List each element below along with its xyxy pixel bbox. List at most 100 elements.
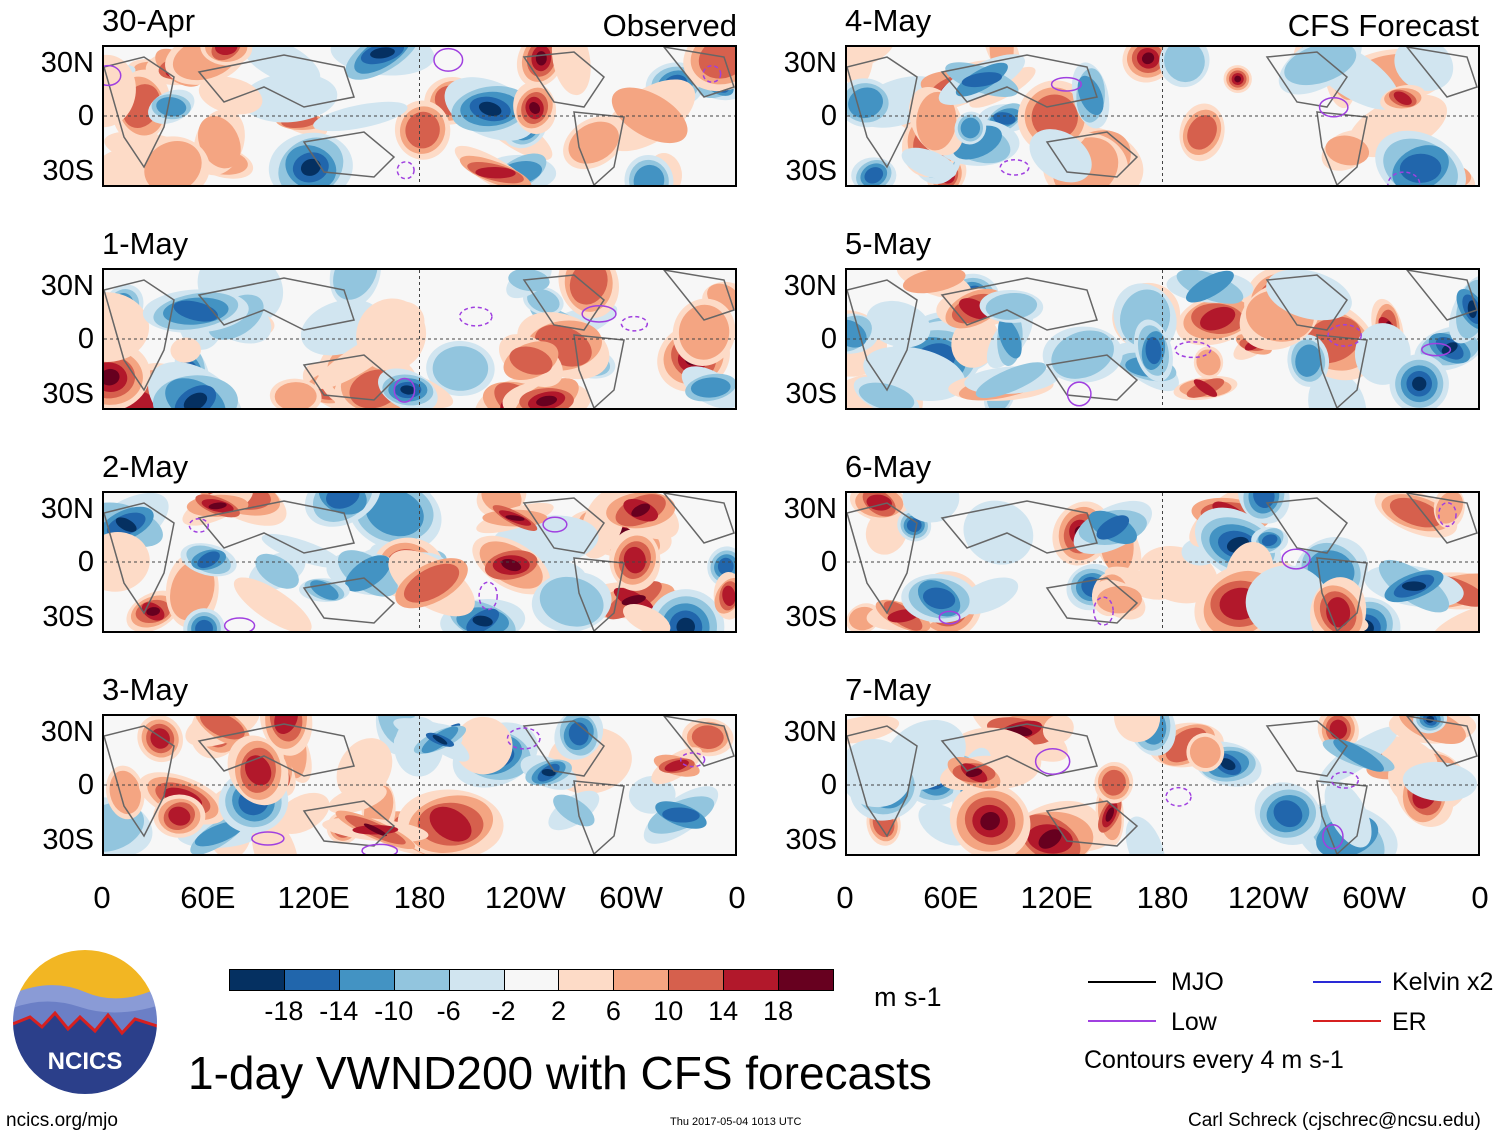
anomaly-blob <box>1431 603 1478 631</box>
anomaly-blob <box>536 395 558 407</box>
anomaly-blob <box>313 101 408 132</box>
wind-field <box>104 716 735 854</box>
anomaly-blob <box>1042 716 1074 744</box>
lon-tick-label: 60E <box>923 880 979 915</box>
anomaly-blob <box>963 500 1034 565</box>
coastline <box>1265 51 1348 108</box>
panel-title: 4-May <box>845 3 932 38</box>
low-contour <box>1318 97 1349 118</box>
panel-title: 1-May <box>102 226 189 261</box>
footer-url[interactable]: ncics.org/mjo <box>6 1110 118 1131</box>
anomaly-blob <box>146 607 161 616</box>
colorbar-swatch <box>778 969 834 991</box>
anomaly-blob <box>901 147 957 180</box>
anomaly-blob <box>1189 736 1221 769</box>
coastline <box>940 277 1098 331</box>
lat-tick-label: 0 <box>820 323 837 355</box>
anomaly-blob <box>365 493 424 537</box>
anomaly-blob <box>1308 370 1367 408</box>
lon-tick-label: 180 <box>393 880 446 915</box>
anomaly-blob <box>200 716 245 740</box>
low-contour <box>188 518 209 533</box>
colorbar-tick-label: 14 <box>708 996 739 1026</box>
low-contour <box>1034 747 1071 775</box>
coastline <box>522 497 605 554</box>
map-panel <box>845 268 1480 410</box>
wind-field <box>847 270 1478 408</box>
low-contour <box>251 831 285 846</box>
coastline <box>1265 720 1348 777</box>
low-contour <box>506 727 541 750</box>
lat-tick-label: 30S <box>42 601 94 633</box>
coastline <box>197 723 355 777</box>
anomaly-blob <box>1273 800 1303 828</box>
footer-timestamp: Thu 2017-05-04 1013 UTC <box>670 1116 802 1128</box>
anomaly-blob <box>1393 91 1412 106</box>
coastline <box>522 51 605 108</box>
legend-label-mjo: MJO <box>1171 968 1224 996</box>
wind-field <box>104 270 735 408</box>
contour-note: Contours every 4 m s-1 <box>1084 1046 1344 1074</box>
low-contour <box>581 305 617 323</box>
map-panel <box>102 268 737 410</box>
low-contour <box>1421 342 1452 357</box>
coastline <box>847 279 918 392</box>
lat-tick-label: 30N <box>783 270 837 302</box>
anomaly-blob <box>432 346 489 391</box>
low-contour <box>1322 824 1344 850</box>
anomaly-blob <box>1105 807 1115 822</box>
anomaly-blob <box>115 517 137 532</box>
coastline <box>1265 274 1348 331</box>
legend-label-er: ER <box>1392 1008 1427 1036</box>
lat-tick-label: 0 <box>77 323 94 355</box>
colorbar-swatch <box>503 969 560 991</box>
anomaly-blob <box>993 112 1016 125</box>
lat-tick-label: 30S <box>42 155 94 187</box>
lat-tick-label: 30S <box>42 824 94 856</box>
anomaly-blob <box>183 392 208 408</box>
legend-line-mjo <box>1088 981 1156 983</box>
anomaly-blob <box>1114 716 1161 743</box>
anomaly-blob <box>326 493 360 509</box>
wind-field <box>104 47 735 185</box>
wind-field <box>104 493 735 631</box>
anomaly-blob <box>194 820 244 847</box>
coastline <box>1045 354 1139 401</box>
anomaly-blob <box>144 140 202 185</box>
anomaly-blob <box>1402 761 1477 802</box>
anomaly-blob <box>902 493 960 523</box>
anomaly-blob <box>475 166 516 179</box>
anomaly-blob <box>1096 515 1130 540</box>
anomaly-blob <box>505 515 525 521</box>
anomaly-blob <box>251 816 299 854</box>
colorbar-swatch <box>393 969 450 991</box>
anomaly-blob <box>960 117 981 139</box>
anomaly-blob <box>664 759 689 772</box>
anomaly-blob <box>1051 330 1114 379</box>
coastline <box>302 577 396 624</box>
low-contour <box>620 315 649 332</box>
anomaly-blob <box>1101 769 1126 796</box>
coastline <box>522 274 605 331</box>
panel-title: 6-May <box>845 449 932 484</box>
ncics-logo: NCICS <box>10 947 160 1097</box>
anomaly-blob <box>208 502 227 510</box>
anomaly-blob <box>1200 306 1236 331</box>
anomaly-blob <box>233 577 312 631</box>
anomaly-blob <box>1412 376 1427 391</box>
anomaly-blob <box>980 811 1000 831</box>
anomaly-blob <box>241 72 338 123</box>
anomaly-blob <box>906 518 922 533</box>
anomaly-blob <box>1401 581 1427 591</box>
anomaly-blob <box>1029 129 1092 183</box>
anomaly-blob <box>1394 47 1454 91</box>
anomaly-blob <box>631 503 651 517</box>
lon-tick-label: 60W <box>1342 880 1407 915</box>
figure-title: 1-day VWND200 with CFS forecasts <box>188 1047 932 1099</box>
colorbar-swatch <box>229 969 285 991</box>
anomaly-blob <box>1187 115 1217 150</box>
anomaly-blob <box>551 47 591 96</box>
units-label: m s-1 <box>874 982 942 1012</box>
panel-title: 5-May <box>845 226 932 261</box>
low-contour <box>478 581 498 611</box>
